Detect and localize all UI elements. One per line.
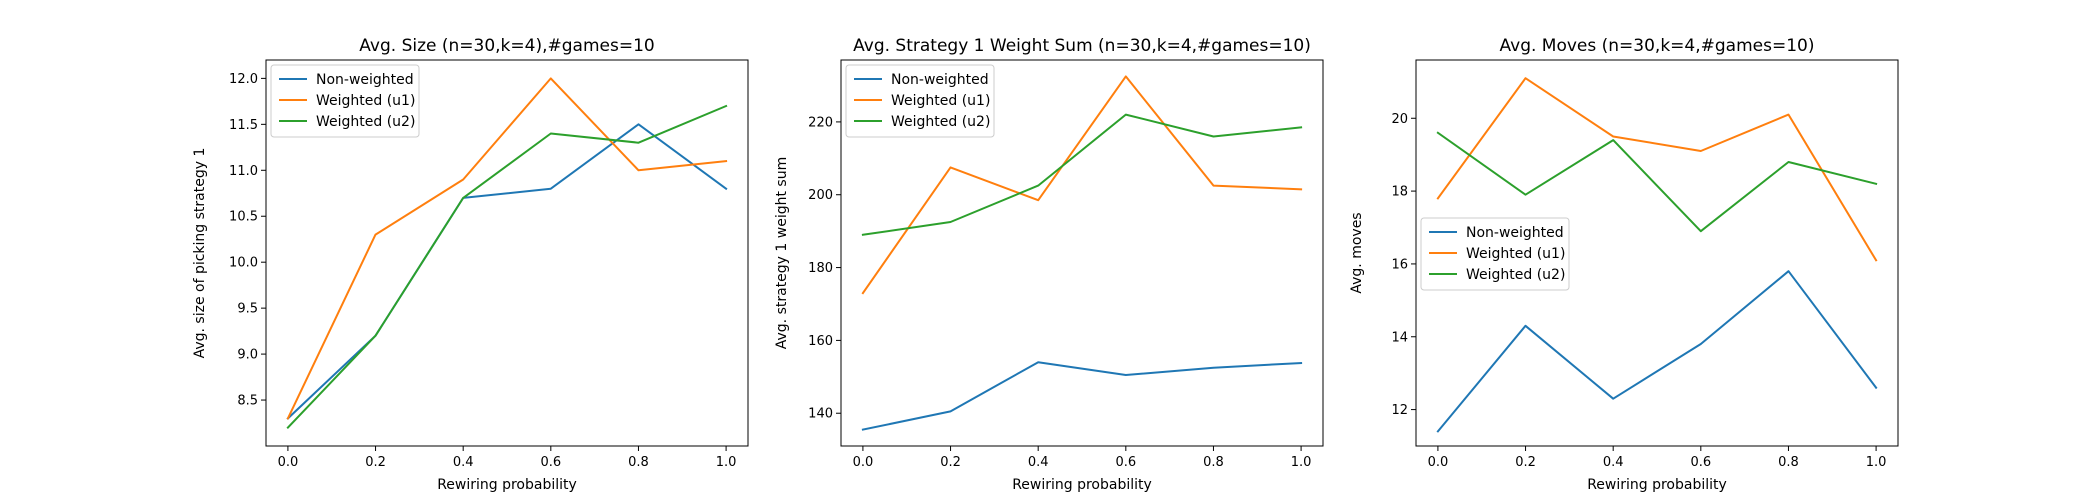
series-line-3 [286,104,728,430]
x-tick-label: 0.4 [453,455,474,470]
x-tick-label: 0.2 [1515,455,1536,470]
legend-label-1: Non-weighted [1466,225,1564,241]
y-tick-label: 12 [1391,403,1408,418]
y-tick-label: 12.0 [229,72,258,87]
y-tick-label: 140 [808,407,833,422]
x-tick-label: 0.8 [1778,455,1799,470]
x-tick-label: 1.0 [1866,455,1887,470]
x-tick-label: 0.6 [1115,455,1136,470]
x-tick-label: 1.0 [716,455,737,470]
series-line-2 [286,77,728,420]
legend-label-3: Weighted (u2) [1466,267,1565,283]
legend-box [1420,217,1570,291]
y-tick-label: 18 [1391,185,1408,200]
chart-panel-1: Avg. Size (n=30,k=4),#games=10 0.0 0.2 0.4 0… [192,36,749,493]
x-tick-label: 0.8 [1203,455,1224,470]
legend-label-3: Weighted (u2) [891,114,990,130]
chart-panel-2: Avg. Strategy 1 Weight Sum (n=30,k=4,#ga… [774,36,1324,493]
y-tick-label: 220 [808,115,833,130]
y-tick-label: 200 [808,188,833,203]
series-line-1 [1436,270,1878,433]
x-axis-label: Rewiring probability [1012,477,1152,493]
legend: Non-weighted Weighted (u1) Weighted (u2) [1420,217,1570,291]
legend-label-2: Weighted (u1) [316,93,415,109]
chart-title: Avg. Moves (n=30,k=4,#games=10) [1500,36,1815,56]
x-tick-label: 0.2 [940,455,961,470]
chart-panel-3: Avg. Moves (n=30,k=4,#games=10) 0.0 0.2 0.4… [1349,36,1899,493]
x-tick-label: 1.0 [1291,455,1312,470]
plot-frame [1415,59,1899,447]
plot-frame [265,59,749,447]
y-tick-label: 8.5 [237,394,258,409]
x-tick-label: 0.6 [540,455,561,470]
legend-label-1: Non-weighted [316,72,414,88]
y-axis-label: Avg. strategy 1 weight sum [774,157,790,350]
x-axis-label: Rewiring probability [1587,477,1727,493]
y-tick-label: 9.5 [237,302,258,317]
y-tick-label: 10.0 [229,256,258,271]
y-tick-label: 11.5 [229,118,258,133]
x-tick-label: 0.0 [853,455,874,470]
legend: Non-weighted Weighted (u1) Weighted (u2) [845,64,995,138]
legend-box [270,64,420,138]
chart-title: Avg. Size (n=30,k=4),#games=10 [359,36,654,56]
y-tick-label: 14 [1391,330,1408,345]
y-axis-label: Avg. size of picking strategy 1 [192,148,208,359]
x-axis-label: Rewiring probability [437,477,577,493]
series-line-2 [861,75,1303,295]
x-tick-label: 0.4 [1603,455,1624,470]
series-line-3 [861,113,1303,236]
series-line-1 [861,361,1303,431]
y-tick-label: 11.0 [229,164,258,179]
y-tick-label: 20 [1391,112,1408,127]
y-tick-label: 16 [1391,257,1408,272]
y-tick-label: 9.0 [237,348,258,363]
y-tick-label: 10.5 [229,210,258,225]
legend-label-1: Non-weighted [891,72,989,88]
x-tick-label: 0.2 [365,455,386,470]
y-tick-label: 160 [808,334,833,349]
chart-title: Avg. Strategy 1 Weight Sum (n=30,k=4,#ga… [853,36,1311,56]
legend-box [845,64,995,138]
x-tick-label: 0.0 [1428,455,1449,470]
series-line-3 [1436,131,1878,233]
legend: Non-weighted Weighted (u1) Weighted (u2) [270,64,420,138]
legend-label-2: Weighted (u1) [891,93,990,109]
y-tick-label: 180 [808,261,833,276]
x-tick-label: 0.4 [1028,455,1049,470]
x-tick-label: 0.0 [278,455,299,470]
x-tick-label: 0.8 [628,455,649,470]
legend-label-3: Weighted (u2) [316,114,415,130]
series-line-1 [286,123,728,420]
plot-frame [840,59,1324,447]
legend-label-2: Weighted (u1) [1466,246,1565,262]
x-tick-label: 0.6 [1690,455,1711,470]
series-line-2 [1436,77,1878,262]
y-axis-label: Avg. moves [1349,212,1365,293]
